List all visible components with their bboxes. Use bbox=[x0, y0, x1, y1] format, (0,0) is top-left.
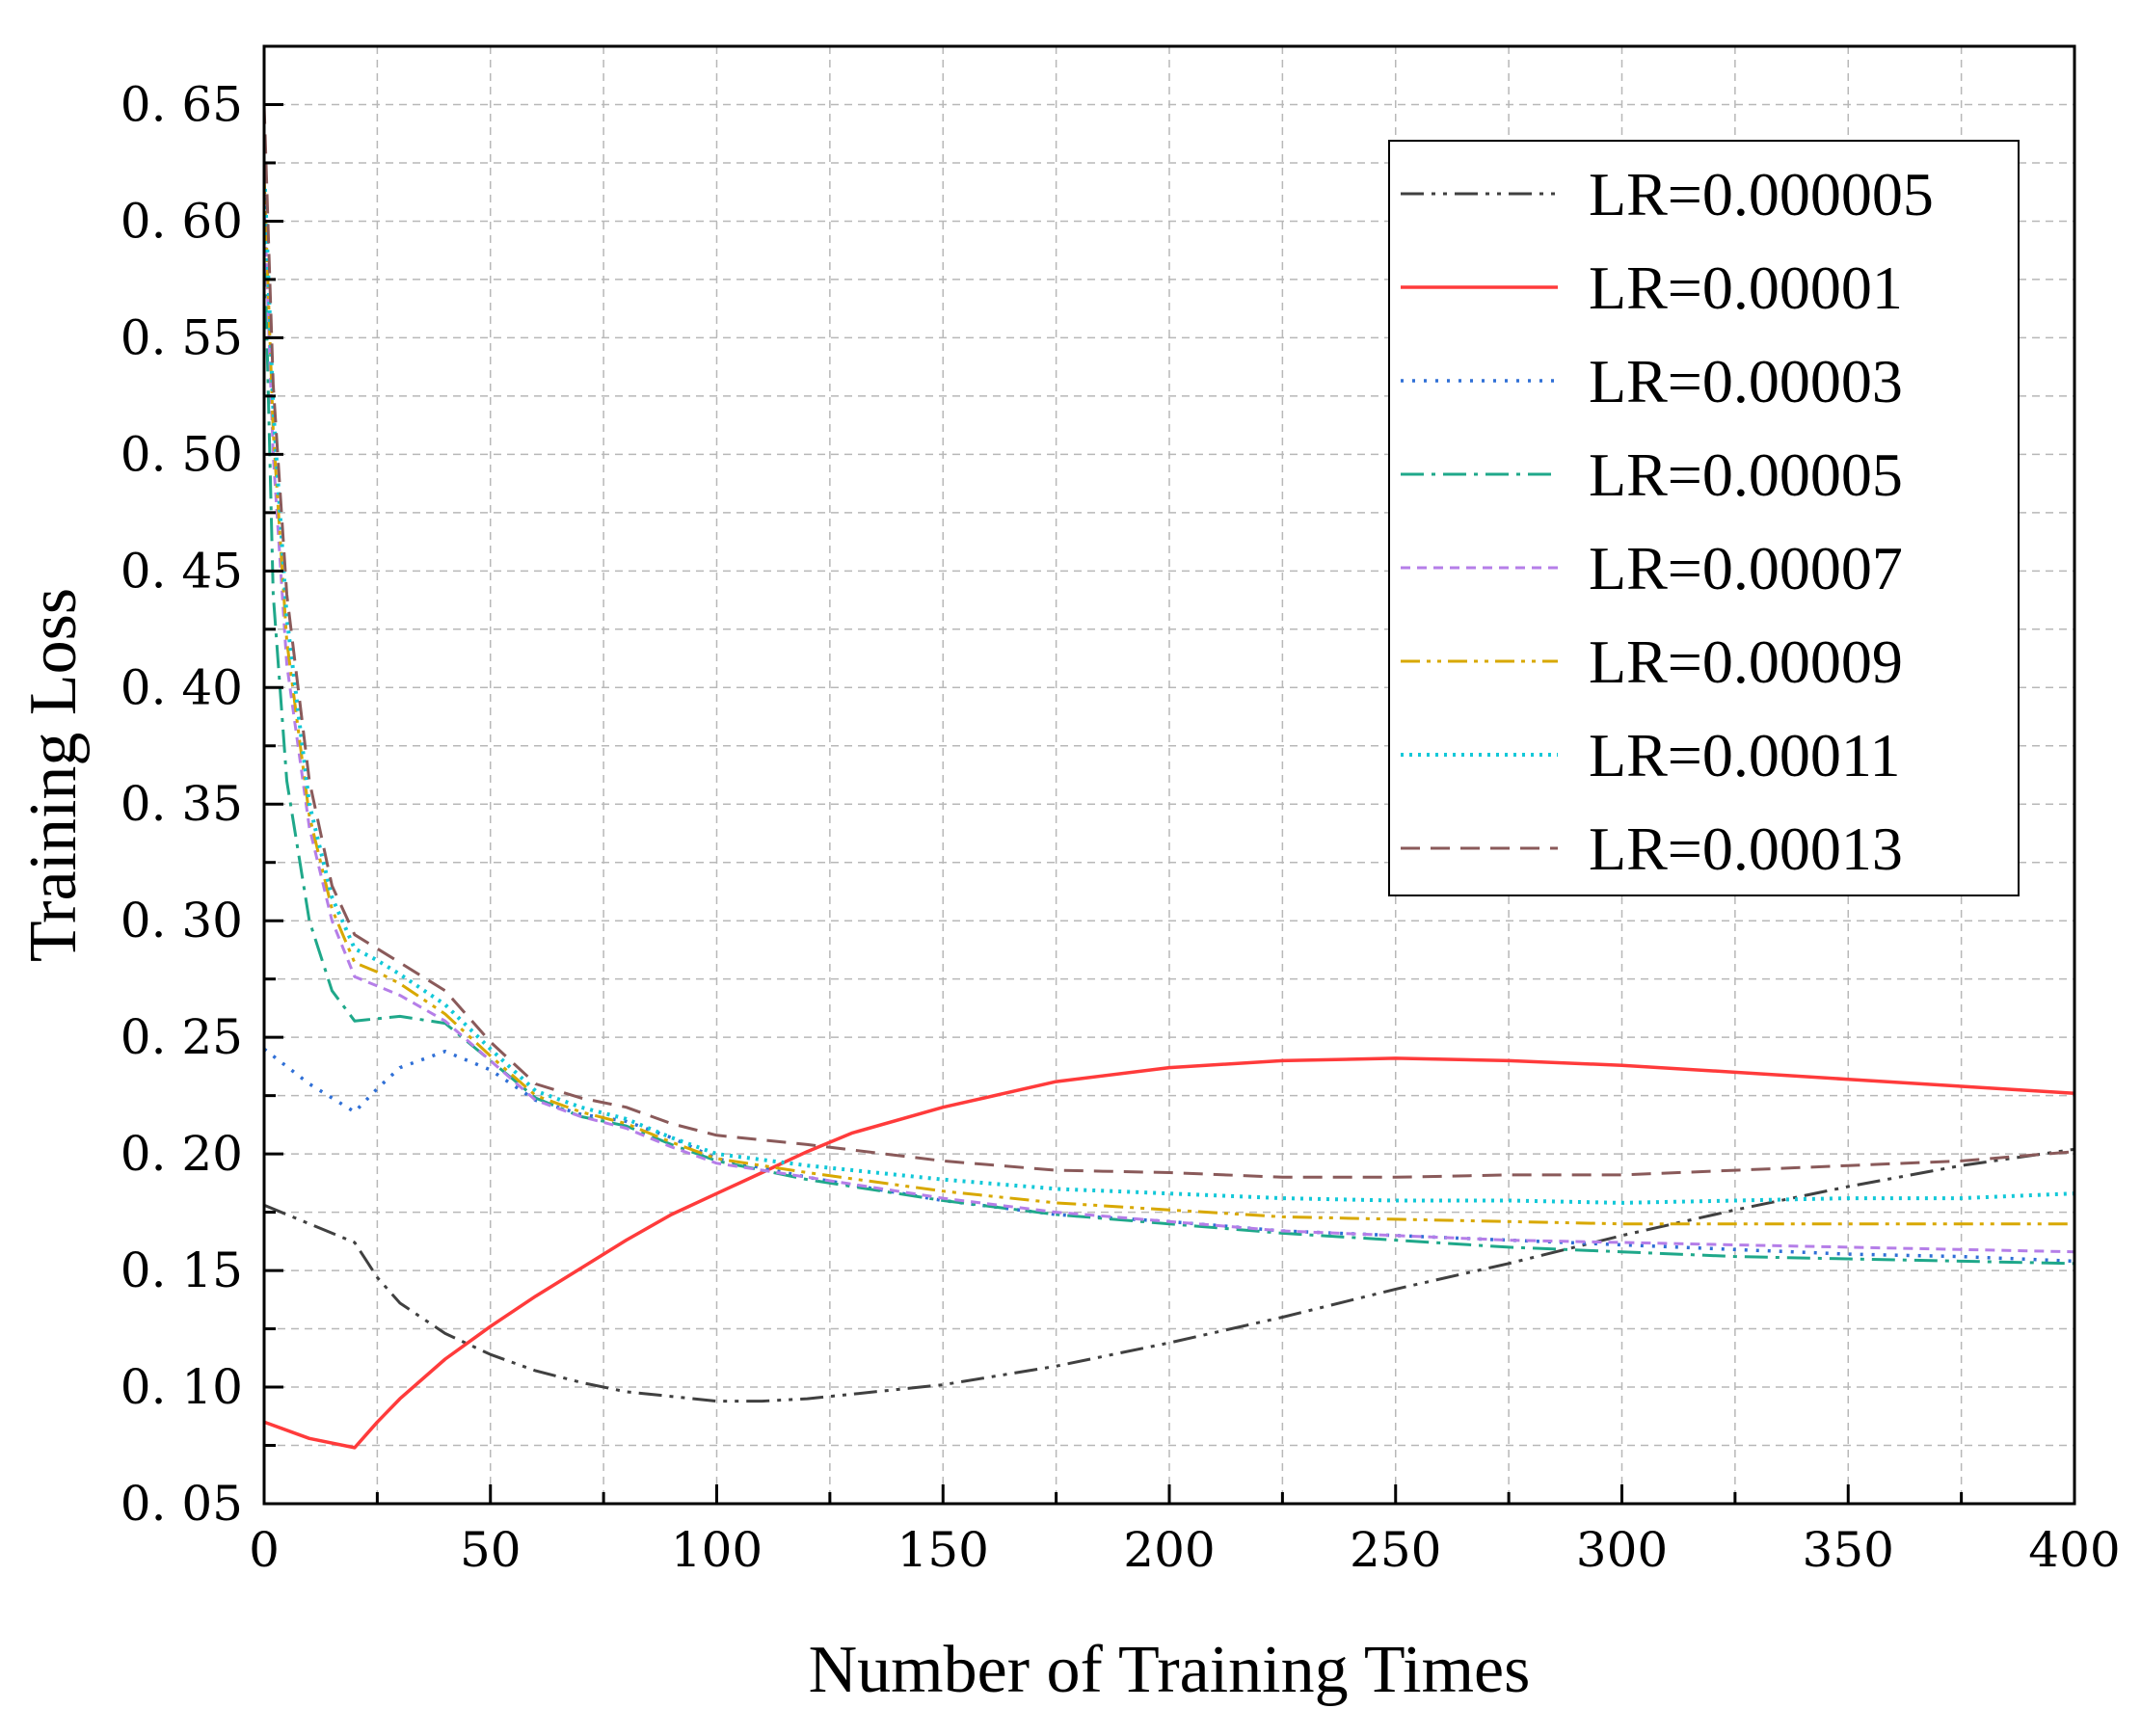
y-tick-labels: 0. 05 0. 10 0. 15 0. 20 0. 25 0. 30 0. 35 0. 40… bbox=[120, 76, 243, 1532]
series-line-lr-0-00003 bbox=[264, 1047, 2074, 1264]
series-line-lr-0-00001 bbox=[264, 1056, 2074, 1450]
legend-label: LR=0.00007 bbox=[1589, 534, 1903, 602]
x-tick-labels: 0 50 100 150 200 250 300 350 400 bbox=[249, 1522, 2121, 1578]
y-tick-label: 0. 65 bbox=[120, 76, 243, 132]
legend-label: LR=0.00009 bbox=[1589, 628, 1903, 696]
y-tick-label: 0. 25 bbox=[120, 1009, 243, 1065]
y-tick-label: 0. 15 bbox=[120, 1242, 243, 1298]
y-tick-label: 0. 35 bbox=[120, 776, 243, 832]
y-tick-label: 0. 20 bbox=[120, 1126, 243, 1182]
legend-label: LR=0.00013 bbox=[1589, 815, 1903, 883]
series-line-lr-0-00009 bbox=[264, 174, 2074, 1226]
legend-label: LR=0.00001 bbox=[1589, 254, 1903, 322]
x-tick-label: 250 bbox=[1350, 1522, 1441, 1578]
legend-label: LR=0.00011 bbox=[1589, 721, 1901, 789]
series-line-lr-0-000005 bbox=[264, 1147, 2074, 1403]
legend-label: LR=0.00003 bbox=[1589, 347, 1903, 415]
y-tick-label: 0. 05 bbox=[120, 1476, 243, 1532]
legend-box bbox=[1388, 140, 2020, 896]
x-tick-label: 100 bbox=[671, 1522, 763, 1578]
x-tick-label: 0 bbox=[249, 1522, 280, 1578]
legend-label: LR=0.000005 bbox=[1589, 160, 1934, 228]
axis-ticks bbox=[262, 44, 2076, 1506]
x-axis-title: Number of Training Times bbox=[809, 1633, 1531, 1707]
x-tick-label: 150 bbox=[897, 1522, 989, 1578]
legend: LR=0.000005 LR=0.00001 LR=0.00003 LR=0.0000… bbox=[1388, 140, 2020, 896]
y-tick-label: 0. 55 bbox=[120, 309, 243, 365]
x-tick-label: 50 bbox=[460, 1522, 522, 1578]
x-tick-label: 400 bbox=[2028, 1522, 2120, 1578]
series-line-lr-0-00007 bbox=[264, 198, 2074, 1254]
y-tick-label: 0. 45 bbox=[120, 543, 243, 599]
y-tick-label: 0. 60 bbox=[120, 193, 243, 249]
plot-series-group bbox=[264, 104, 2074, 1450]
legend-label: LR=0.00005 bbox=[1589, 441, 1903, 509]
y-tick-label: 0. 30 bbox=[120, 893, 243, 948]
series-line-lr-0-00013 bbox=[264, 104, 2074, 1179]
x-tick-label: 200 bbox=[1123, 1522, 1215, 1578]
y-axis-title: Training Loss bbox=[16, 588, 91, 962]
series-line-lr-0-00005 bbox=[264, 221, 2074, 1266]
y-tick-label: 0. 40 bbox=[120, 659, 243, 715]
x-tick-label: 350 bbox=[1803, 1522, 1894, 1578]
y-tick-label: 0. 50 bbox=[120, 426, 243, 482]
x-tick-label: 300 bbox=[1576, 1522, 1668, 1578]
y-tick-label: 0. 10 bbox=[120, 1359, 243, 1415]
